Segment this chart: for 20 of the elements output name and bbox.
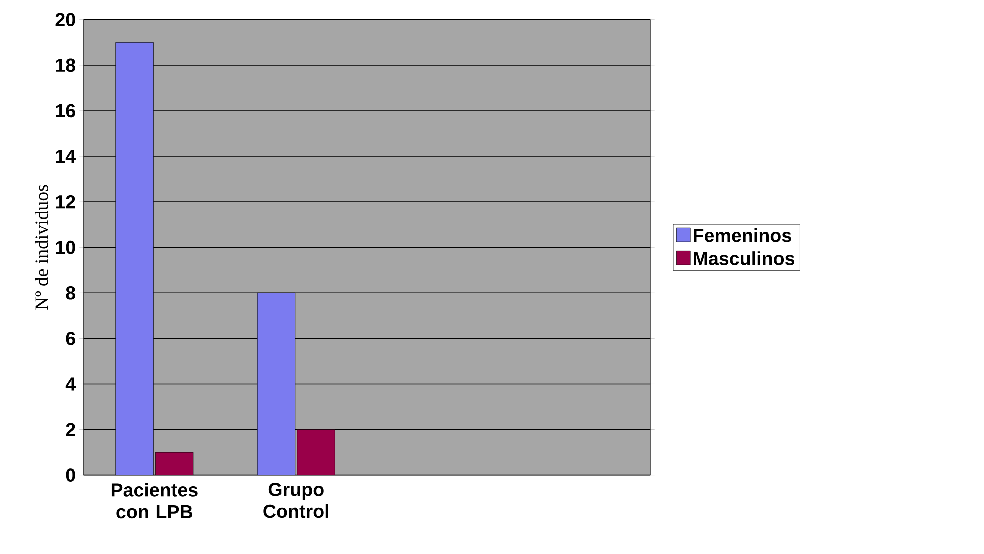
y-tick-label: 10: [56, 241, 76, 254]
x-tick-label: Grupo Control: [264, 483, 328, 518]
y-tick-label: 2: [66, 423, 76, 436]
bar: [257, 293, 296, 476]
y-tick-label: 6: [66, 332, 76, 346]
y-tick-label: 20: [56, 13, 76, 27]
y-tick-label: 0: [66, 468, 76, 482]
y-tick-label: 16: [56, 104, 76, 118]
bar: [297, 430, 336, 476]
y-tick-label: 12: [56, 196, 76, 209]
y-tick-label: 18: [56, 58, 76, 72]
y-tick-label: 4: [66, 378, 76, 391]
y-tick-label: 8: [66, 286, 76, 300]
bar: [155, 452, 194, 476]
y-axis-title: Nº de individuos: [35, 185, 48, 310]
y-tick-label: 14: [56, 150, 76, 164]
legend-label: Masculinos: [694, 252, 795, 266]
legend-label: Femeninos: [694, 228, 792, 242]
bar: [116, 42, 154, 476]
x-tick-label: Pacientes con LPB: [112, 483, 198, 519]
